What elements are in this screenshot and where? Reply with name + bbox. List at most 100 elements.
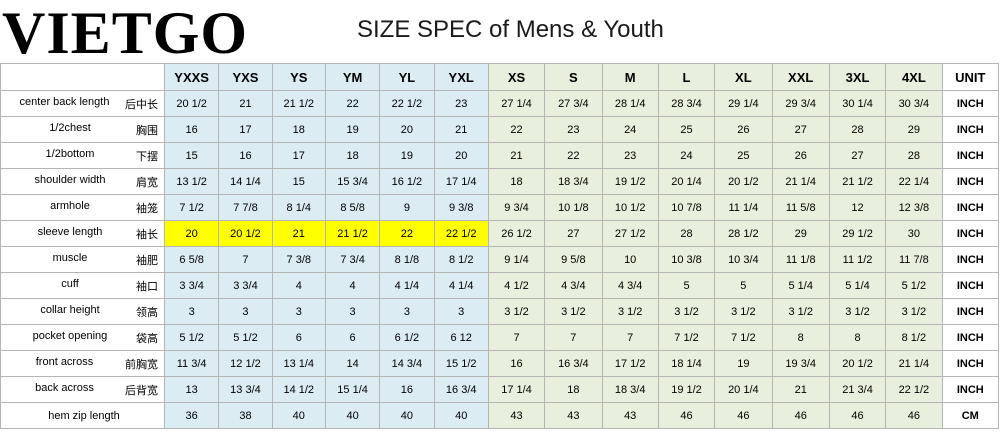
table-cell: 14 (324, 350, 381, 377)
table-cell: 18 3/4 (601, 376, 659, 403)
table-cell: 3 1/2 (828, 298, 887, 325)
table-cell: 29 1/2 (828, 220, 887, 247)
table-cell: 10 1/8 (544, 194, 603, 221)
table-cell: 7 (487, 324, 546, 351)
row-label-zh: 领高 (135, 305, 158, 319)
table-cell: 21 3/4 (828, 376, 887, 403)
table-cell: 40 (271, 402, 326, 429)
table-cell: 46 (714, 402, 773, 429)
table-cell: 12 1/2 (218, 350, 273, 377)
table-cell: 23 (433, 90, 489, 117)
table-cell: 29 3/4 (771, 90, 830, 117)
table-cell: 3 (379, 298, 435, 325)
unit-cell: INCH (941, 376, 1000, 403)
table-cell: 16 1/2 (379, 168, 435, 195)
table-cell: 3 3/4 (218, 272, 273, 299)
table-cell: 5 1/4 (828, 272, 887, 299)
row-label: muscle 袖肥 (0, 246, 165, 273)
row-label-en: 1/2bottom (45, 147, 95, 160)
table-cell: 12 (828, 194, 887, 221)
column-header: YXXS (163, 63, 220, 91)
table-cell: 16 (218, 142, 273, 169)
table-cell: 4 3/4 (544, 272, 603, 299)
row-label: hem zip length (0, 402, 165, 429)
table-cell: 6 1/2 (379, 324, 435, 351)
table-cell: 22 1/2 (885, 376, 943, 403)
table-cell: 46 (771, 402, 830, 429)
table-cell: 30 1/4 (828, 90, 887, 117)
table-cell: 10 7/8 (657, 194, 716, 221)
row-label-en: center back length (19, 95, 110, 108)
table-cell: 6 (324, 324, 381, 351)
table-cell: 20 (379, 116, 435, 143)
table-cell: 21 1/2 (828, 168, 887, 195)
table-cell: 8 (828, 324, 887, 351)
column-header: YS (271, 63, 326, 91)
table-cell: 21 1/4 (885, 350, 943, 377)
table-cell: 29 (771, 220, 830, 247)
table-cell: 13 1/2 (163, 168, 220, 195)
table-cell: 21 (487, 142, 546, 169)
table-cell: 22 1/2 (433, 220, 489, 247)
table-cell: 3 1/2 (487, 298, 546, 325)
row-label: 1/2bottom 下摆 (0, 142, 165, 169)
column-header: XL (714, 63, 773, 91)
table-cell: 11 1/4 (714, 194, 773, 221)
row-label: front across 前胸宽 (0, 350, 165, 377)
table-cell: 14 3/4 (379, 350, 435, 377)
table-cell: 29 1/4 (714, 90, 773, 117)
table-row: back across 后背宽 13 13 3/4 14 1/2 15 1/4 16 16 3… (0, 376, 1000, 403)
table-cell: 16 (487, 350, 546, 377)
table-cell: 26 (771, 142, 830, 169)
column-header: 4XL (885, 63, 943, 91)
table-cell: 17 (218, 116, 273, 143)
table-cell: 3 1/2 (885, 298, 943, 325)
table-cell: 7 3/8 (271, 246, 326, 273)
table-cell: 15 1/4 (324, 376, 381, 403)
table-cell: 7 1/2 (657, 324, 716, 351)
table-cell: 10 (601, 246, 659, 273)
column-header: XXL (771, 63, 830, 91)
table-cell: 21 (271, 220, 326, 247)
row-label: back across 后背宽 (0, 376, 165, 403)
table-cell: 12 3/8 (885, 194, 943, 221)
table-row: front across 前胸宽 11 3/4 12 1/2 13 1/4 14 14 3/… (0, 350, 1000, 377)
table-row: collar height 领高 3 3 3 3 3 3 3 1/2 3 1/2 3 1/2 3 1/… (0, 298, 1000, 325)
row-label-zh: 胸围 (135, 123, 158, 137)
unit-cell: INCH (941, 90, 1000, 117)
table-cell: 6 5/8 (163, 246, 220, 273)
table-cell: 18 1/4 (657, 350, 716, 377)
table-cell: 20 1/4 (714, 376, 773, 403)
table-cell: 30 (885, 220, 943, 247)
table-cell: 21 1/2 (271, 90, 326, 117)
row-label: cuff 袖口 (0, 272, 165, 299)
table-cell: 27 (771, 116, 830, 143)
row-label: pocket opening 袋高 (0, 324, 165, 351)
table-row: sleeve length 袖长 20 20 1/2 21 21 1/2 22 22 1/2 2… (0, 220, 1000, 247)
table-cell: 24 (601, 116, 659, 143)
row-label-zh: 袋高 (135, 331, 158, 345)
row-label: collar height 领高 (0, 298, 165, 325)
table-cell: 3 (163, 298, 220, 325)
table-cell: 5 (657, 272, 716, 299)
page-title: SIZE SPEC of Mens & Youth (357, 16, 664, 43)
table-cell: 19 1/2 (657, 376, 716, 403)
table-cell: 3 1/2 (771, 298, 830, 325)
table-cell: 3 3/4 (163, 272, 220, 299)
table-cell: 5 1/2 (218, 324, 273, 351)
table-cell: 13 1/4 (271, 350, 326, 377)
table-cell: 18 3/4 (544, 168, 603, 195)
table-cell: 18 (544, 376, 603, 403)
row-label-en: armhole (50, 199, 90, 212)
table-row: 1/2bottom 下摆 15 16 17 18 19 20 21 22 23 24 25 26 27 28 I… (0, 142, 1000, 169)
table-cell: 46 (657, 402, 716, 429)
table-cell: 15 (271, 168, 326, 195)
table-cell: 3 (218, 298, 273, 325)
table-cell: 8 (771, 324, 830, 351)
row-label-zh: 前胸宽 (124, 357, 158, 371)
table-cell: 17 1/4 (433, 168, 489, 195)
table-cell: 4 (324, 272, 381, 299)
table-cell: 14 1/4 (218, 168, 273, 195)
table-cell: 40 (379, 402, 435, 429)
table-cell: 38 (218, 402, 273, 429)
